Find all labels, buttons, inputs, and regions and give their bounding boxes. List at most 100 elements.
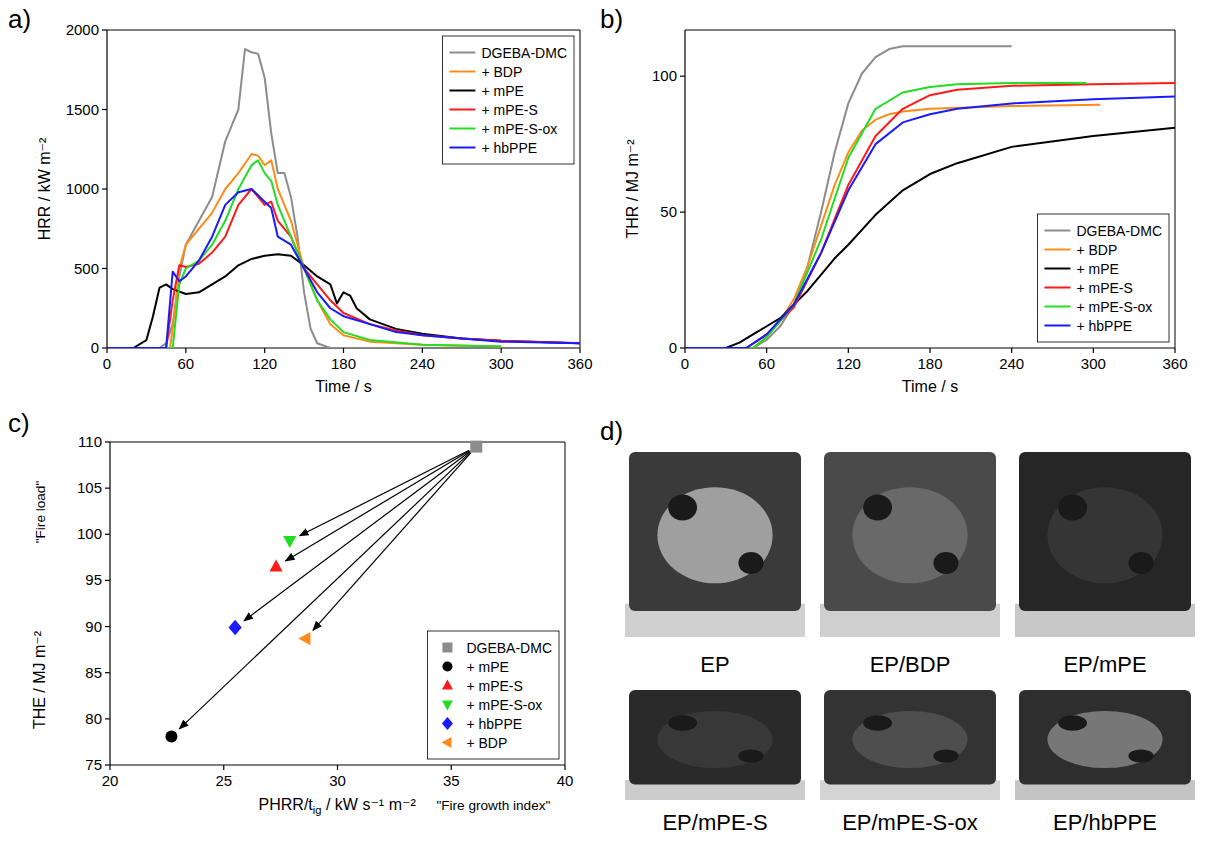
y-tick-label: 110 bbox=[78, 433, 102, 450]
y-tick-label: 80 bbox=[85, 710, 102, 727]
photo-highlight bbox=[657, 711, 772, 768]
y-tick bbox=[105, 488, 110, 489]
x-tick bbox=[564, 765, 565, 770]
x-axis-title: Time / s bbox=[902, 378, 958, 395]
legend-marker bbox=[442, 643, 452, 653]
point bbox=[298, 632, 310, 645]
y-tick bbox=[102, 29, 107, 30]
photo-residue bbox=[824, 690, 996, 785]
photo-label: EP/mPE-S-ox bbox=[842, 810, 978, 835]
y-tick-label: 75 bbox=[85, 756, 102, 773]
frame-right bbox=[565, 442, 566, 765]
x-tick-label: 300 bbox=[1081, 355, 1106, 372]
y-axis-title: THE / MJ m⁻² bbox=[31, 630, 48, 729]
series-line bbox=[107, 189, 580, 348]
frame-right bbox=[1175, 30, 1176, 348]
x-tick-label: 120 bbox=[252, 355, 277, 372]
legend-swatch bbox=[449, 52, 475, 54]
legend-swatch bbox=[449, 109, 475, 111]
legend: DGEBA-DMC+ BDP+ mPE+ mPE-S+ mPE-S-ox+ hb… bbox=[1037, 214, 1169, 342]
legend-label: + BDP bbox=[466, 735, 507, 751]
x-axis-title: PHRR/tig / kW s⁻¹ m⁻² bbox=[259, 796, 417, 816]
residue-photo bbox=[820, 690, 1000, 800]
x-tick bbox=[343, 348, 344, 353]
y-tick-label: 100 bbox=[77, 525, 102, 542]
photo-spot bbox=[1058, 495, 1087, 521]
photo-residue bbox=[824, 452, 996, 611]
y-tick bbox=[102, 109, 107, 110]
series-line bbox=[107, 154, 501, 348]
photo-highlight bbox=[852, 711, 967, 768]
legend-marker bbox=[441, 737, 451, 748]
x-tick-label: 240 bbox=[999, 355, 1024, 372]
x-tick bbox=[451, 765, 452, 770]
series-line bbox=[685, 97, 1175, 348]
frame-top bbox=[110, 442, 565, 443]
y-tick-label: 0 bbox=[91, 339, 99, 356]
point bbox=[269, 559, 282, 571]
panel-letter: d) bbox=[600, 416, 623, 446]
legend-swatch bbox=[1044, 249, 1070, 251]
legend-label: DGEBA-DMC bbox=[466, 640, 552, 656]
legend-swatch bbox=[1044, 230, 1070, 232]
legend-frame bbox=[1037, 214, 1169, 342]
legend-label: DGEBA-DMC bbox=[1076, 223, 1162, 239]
photo-residue bbox=[629, 452, 801, 611]
x-axis-title-part: / kW s⁻¹ m⁻² bbox=[322, 796, 417, 813]
photo-spot bbox=[738, 749, 763, 762]
frame-top bbox=[107, 30, 580, 31]
legend-swatch bbox=[1044, 306, 1070, 308]
x-tick-label: 60 bbox=[177, 355, 194, 372]
photo-label: EP/mPE bbox=[1063, 652, 1146, 677]
y-tick bbox=[102, 188, 107, 189]
x-axis-title-part: ig bbox=[313, 804, 322, 816]
y-tick bbox=[680, 347, 685, 348]
photo-label: EP/BDP bbox=[870, 652, 951, 677]
panel-letter: a) bbox=[8, 4, 31, 34]
residue-photo bbox=[1015, 452, 1195, 637]
y-tick-label: 50 bbox=[660, 203, 677, 220]
x-tick bbox=[185, 348, 186, 353]
panel-0: 0601201802403003600500100015002000Time /… bbox=[36, 21, 593, 395]
x-tick bbox=[1093, 348, 1094, 353]
y-tick-label: 0 bbox=[669, 339, 677, 356]
x-tick bbox=[684, 348, 685, 353]
y-tick-label: 105 bbox=[77, 479, 102, 496]
residue-photo bbox=[820, 452, 1000, 637]
photo-residue bbox=[1019, 690, 1191, 785]
x-tick bbox=[1174, 348, 1175, 353]
x-tick-label: 60 bbox=[758, 355, 775, 372]
photo-residue bbox=[1019, 452, 1191, 611]
photo-spot bbox=[668, 495, 697, 521]
y-tick-label: 95 bbox=[85, 571, 102, 588]
legend-marker bbox=[442, 662, 452, 672]
x-tick-label: 180 bbox=[331, 355, 356, 372]
x-annotation: "Fire growth index" bbox=[436, 798, 550, 813]
series-line bbox=[107, 49, 422, 348]
x-tick-label: 35 bbox=[443, 772, 460, 789]
photo-spot bbox=[863, 495, 892, 521]
lines bbox=[685, 46, 1175, 348]
x-tick bbox=[337, 765, 338, 770]
panel-1: 060120180240300360050100Time / sTHR / MJ… bbox=[624, 30, 1188, 395]
legend-marker bbox=[442, 680, 453, 690]
x-tick-label: 40 bbox=[557, 772, 574, 789]
photo-spot bbox=[933, 552, 958, 574]
legend-label: + hbPPE bbox=[466, 716, 522, 732]
photo-spot bbox=[668, 715, 697, 730]
x-tick bbox=[501, 348, 502, 353]
frame-right bbox=[580, 30, 581, 348]
legend: DGEBA-DMC+ BDP+ mPE+ mPE-S+ mPE-S-ox+ hb… bbox=[442, 36, 574, 164]
y-axis-title: THR / MJ m⁻² bbox=[624, 139, 641, 239]
lines bbox=[107, 49, 580, 348]
arrow bbox=[244, 451, 470, 620]
legend-frame bbox=[442, 36, 574, 164]
y-tick bbox=[105, 672, 110, 673]
x-tick bbox=[106, 348, 107, 353]
point bbox=[229, 620, 242, 636]
y-tick bbox=[105, 626, 110, 627]
point bbox=[283, 536, 296, 548]
y-tick-label: 100 bbox=[652, 67, 677, 84]
photo-spot bbox=[1058, 715, 1087, 730]
photo-highlight bbox=[1047, 711, 1162, 768]
